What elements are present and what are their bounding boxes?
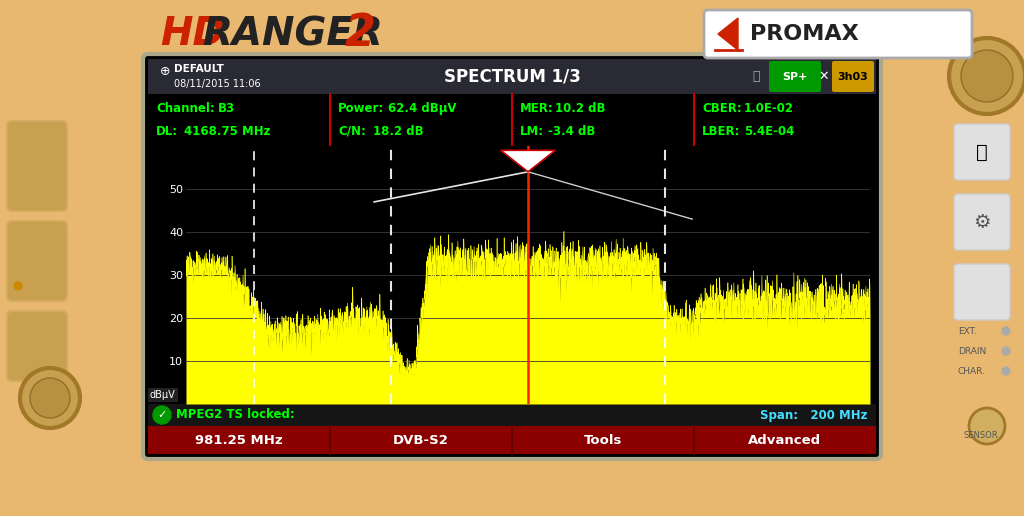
FancyBboxPatch shape bbox=[705, 10, 972, 58]
Text: 4168.75 MHz: 4168.75 MHz bbox=[184, 125, 270, 138]
Text: 1061.25: 1061.25 bbox=[507, 390, 550, 400]
Text: MER:: MER: bbox=[520, 102, 554, 115]
Text: Channel:: Channel: bbox=[156, 102, 215, 115]
Text: 981.25 MHz: 981.25 MHz bbox=[196, 433, 283, 446]
FancyBboxPatch shape bbox=[7, 221, 67, 301]
Bar bbox=[148, 404, 876, 426]
FancyBboxPatch shape bbox=[7, 311, 67, 381]
Text: DL:: DL: bbox=[156, 125, 178, 138]
Circle shape bbox=[1002, 367, 1010, 375]
Text: HD: HD bbox=[160, 15, 224, 53]
Text: 10.2 dB: 10.2 dB bbox=[555, 102, 605, 115]
Circle shape bbox=[949, 38, 1024, 114]
Text: PROMAX: PROMAX bbox=[750, 24, 859, 44]
Circle shape bbox=[1002, 347, 1010, 355]
Circle shape bbox=[30, 378, 70, 418]
Text: RANGER: RANGER bbox=[202, 15, 383, 53]
Text: SP+: SP+ bbox=[782, 72, 808, 82]
Circle shape bbox=[961, 50, 1013, 102]
Text: DEFAULT: DEFAULT bbox=[174, 64, 224, 74]
Circle shape bbox=[969, 408, 1005, 444]
Text: Span:   200 MHz: Span: 200 MHz bbox=[761, 409, 868, 422]
Text: DRAIN: DRAIN bbox=[958, 347, 986, 356]
Text: EXT.: EXT. bbox=[958, 327, 977, 335]
Text: 3h03: 3h03 bbox=[838, 72, 868, 82]
Text: -3.4 dB: -3.4 dB bbox=[548, 125, 595, 138]
Circle shape bbox=[153, 406, 171, 424]
Text: C/N:: C/N: bbox=[338, 125, 366, 138]
FancyBboxPatch shape bbox=[7, 121, 67, 211]
Circle shape bbox=[14, 282, 22, 290]
Text: Tools: Tools bbox=[584, 433, 623, 446]
Text: SPECTRUM 1/3: SPECTRUM 1/3 bbox=[443, 68, 581, 86]
Circle shape bbox=[1002, 327, 1010, 335]
Text: 📁: 📁 bbox=[976, 142, 988, 162]
Polygon shape bbox=[718, 18, 738, 50]
Text: ✓: ✓ bbox=[158, 410, 167, 420]
Text: 1.0E-02: 1.0E-02 bbox=[744, 102, 794, 115]
Polygon shape bbox=[501, 150, 555, 172]
Bar bbox=[148, 59, 876, 94]
Text: MPEG2 TS locked:: MPEG2 TS locked: bbox=[176, 409, 295, 422]
Text: LM:: LM: bbox=[520, 125, 544, 138]
FancyBboxPatch shape bbox=[954, 194, 1010, 250]
Text: DVB-S2: DVB-S2 bbox=[393, 433, 449, 446]
Text: ✕: ✕ bbox=[819, 70, 829, 83]
FancyBboxPatch shape bbox=[769, 61, 821, 92]
Text: Power:: Power: bbox=[338, 102, 384, 115]
Bar bbox=[148, 426, 876, 454]
Text: LBER:: LBER: bbox=[702, 125, 740, 138]
Text: 62.4 dBμV: 62.4 dBμV bbox=[388, 102, 457, 115]
Bar bbox=[148, 94, 876, 146]
Text: 5.4E-04: 5.4E-04 bbox=[744, 125, 795, 138]
Text: SENSOR: SENSOR bbox=[964, 431, 998, 441]
FancyBboxPatch shape bbox=[954, 124, 1010, 180]
Text: 🔌: 🔌 bbox=[753, 70, 760, 83]
Text: 2: 2 bbox=[345, 12, 376, 56]
Text: Advanced: Advanced bbox=[749, 433, 821, 446]
Text: ⚙: ⚙ bbox=[973, 213, 991, 232]
FancyBboxPatch shape bbox=[954, 264, 1010, 320]
Text: B3: B3 bbox=[218, 102, 236, 115]
Text: ⊕: ⊕ bbox=[160, 64, 171, 78]
Text: 08/11/2015 11:06: 08/11/2015 11:06 bbox=[174, 78, 261, 89]
Text: dBμV: dBμV bbox=[150, 390, 176, 400]
FancyBboxPatch shape bbox=[143, 54, 881, 459]
Circle shape bbox=[20, 368, 80, 428]
FancyBboxPatch shape bbox=[831, 61, 874, 92]
Text: 18.2 dB: 18.2 dB bbox=[373, 125, 424, 138]
Text: CBER:: CBER: bbox=[702, 102, 741, 115]
Text: CHAR.: CHAR. bbox=[958, 366, 986, 376]
